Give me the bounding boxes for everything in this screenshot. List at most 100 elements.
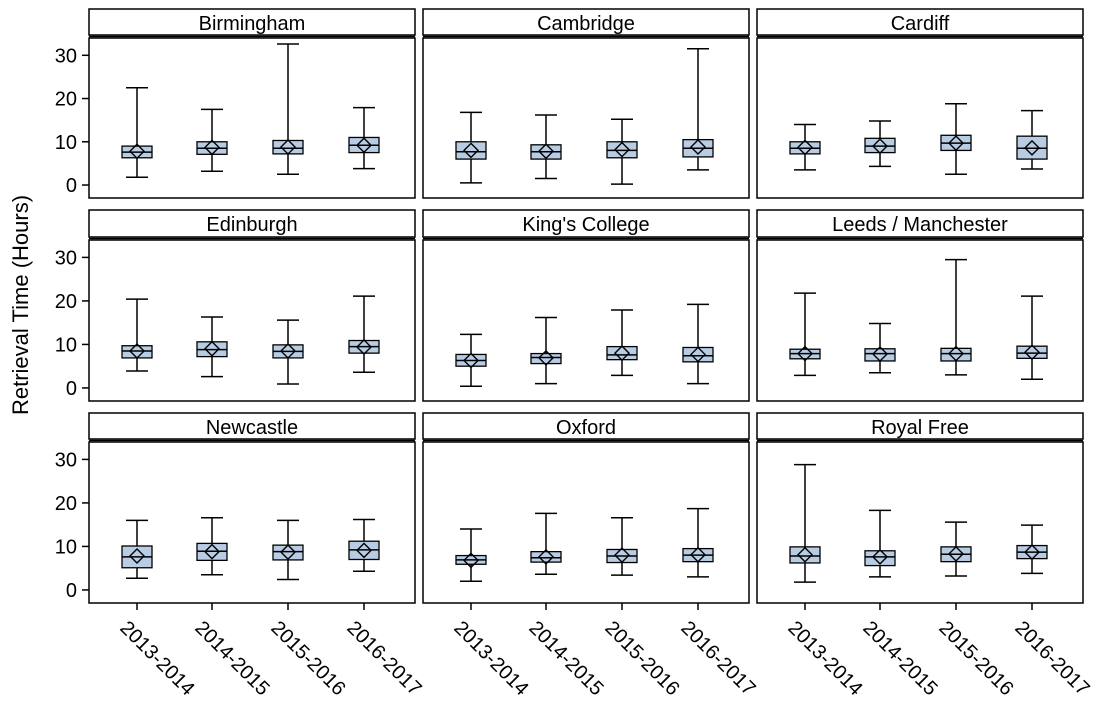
panel-strip [756,209,1084,238]
y-tick-label: 30 [55,45,77,67]
panel-title: Cambridge [537,13,635,35]
x-tick-label: 2014-2015 [524,617,607,700]
panel-frame [756,37,1084,199]
panel-frame [756,441,1084,604]
box-mean-marker [204,139,220,156]
box-mean-marker [690,138,706,155]
box-iqr [682,346,714,363]
panel-frame [422,441,750,604]
x-tick-label: 2013-2014 [115,617,198,700]
x-tick-label: 2014-2015 [858,617,941,700]
box-mean-marker [948,135,964,152]
box-iqr [940,347,972,362]
panel-title: King's College [522,214,649,236]
box-mean-marker [872,138,888,155]
panel-strip [422,412,750,440]
box-mean-marker [356,542,372,559]
panel-title: Oxford [556,417,616,439]
y-tick-label: 10 [55,334,77,356]
panel-strip [422,209,750,238]
x-tick-label: 2014-2015 [190,617,273,700]
box-mean-marker [690,346,706,363]
box-iqr [606,345,638,361]
box-mean-marker [797,345,813,362]
box-mean-marker [463,552,479,569]
panel-title: Leeds / Manchester [832,214,1008,236]
box-mean-marker [797,139,813,156]
box-mean-marker [280,544,296,561]
panel-strip [422,8,750,36]
box-mean-marker [280,138,296,155]
panel-frame [756,239,1084,402]
x-tick-label: 2016-2017 [1010,617,1093,700]
box-mean-marker [1024,544,1040,561]
box-iqr [272,139,304,155]
y-tick-label: 0 [66,175,77,197]
box-mean-marker [204,543,220,560]
box-mean-marker [872,346,888,362]
box-mean-marker [356,339,372,356]
box-mean-marker [538,143,554,160]
panel-title: Newcastle [206,417,298,439]
box-iqr [1016,345,1048,360]
box-mean-marker [280,342,296,359]
x-tick-label: 2015-2016 [266,617,349,700]
box-iqr [455,141,487,160]
box-mean-marker [463,142,479,159]
box-mean-marker [948,545,964,562]
panel-title: Cardiff [891,13,950,35]
panel-title: Birmingham [199,13,306,35]
box-mean-marker [356,137,372,154]
box-mean-marker [204,340,220,357]
box-iqr [530,352,562,365]
x-tick-label: 2016-2017 [342,617,425,700]
box-iqr [789,546,821,564]
x-tick-label: 2013-2014 [449,617,532,700]
panel-title: Royal Free [871,417,969,439]
y-axis-label: Retrieval Time (Hours) [8,195,33,415]
x-tick-label: 2015-2016 [934,617,1017,700]
panel-frame [88,441,416,604]
x-tick-label: 2013-2014 [783,617,866,700]
y-tick-label: 0 [66,580,77,602]
panel-strip [756,8,1084,36]
box-mean-marker [538,548,554,565]
y-tick-label: 30 [55,247,77,269]
box-mean-marker [1024,139,1040,156]
panel-frame [422,37,750,199]
panel-title: Edinburgh [206,214,297,236]
box-mean-marker [538,349,554,366]
panel-frame [88,37,416,199]
panel-strip [88,412,416,440]
box-mean-marker [797,546,813,563]
box-iqr [864,348,896,362]
box-mean-marker [690,546,706,563]
box-mean-marker [129,143,145,160]
box-mean-marker [129,548,145,564]
box-mean-marker [614,141,630,158]
box-mean-marker [1024,344,1040,361]
panel-strip [88,8,416,36]
panel-frame [422,239,750,402]
x-tick-label: 2016-2017 [676,617,759,700]
y-tick-label: 10 [55,536,77,558]
box-iqr [272,544,304,561]
y-tick-label: 20 [55,89,77,111]
y-tick-label: 30 [55,449,77,471]
box-mean-marker [129,342,145,359]
box-mean-marker [948,345,964,362]
panel-strip [756,412,1084,440]
box-iqr [121,345,153,359]
y-tick-label: 20 [55,291,77,313]
y-tick-label: 10 [55,132,77,154]
box-mean-marker [614,547,630,564]
box-mean-marker [872,548,888,565]
y-tick-label: 20 [55,493,77,515]
y-tick-label: 0 [66,378,77,400]
panel-frame [88,239,416,402]
x-tick-label: 2015-2016 [600,617,683,700]
box-iqr [530,551,562,563]
box-mean-marker [614,345,630,362]
panel-strip [88,209,416,238]
